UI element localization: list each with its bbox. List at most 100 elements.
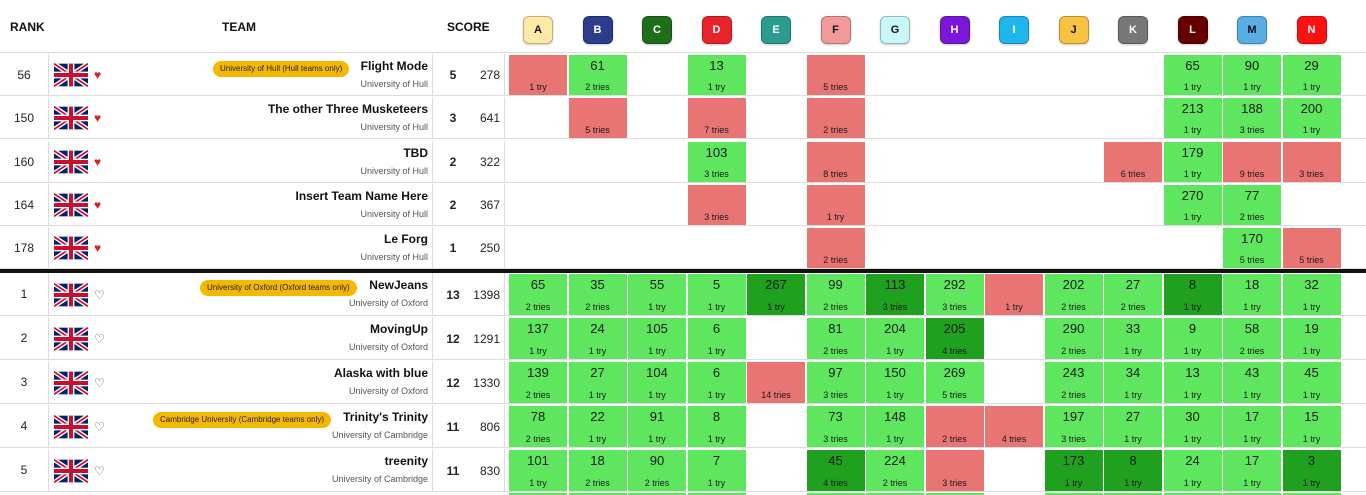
heart-outline-icon[interactable]: ♡ bbox=[94, 419, 105, 434]
problem-cell-k[interactable]: 33 1 try bbox=[1104, 318, 1162, 359]
problem-cell-g[interactable]: 113 3 tries bbox=[866, 274, 924, 315]
problem-cell-k[interactable]: 6 tries bbox=[1104, 142, 1162, 182]
problem-cell-f[interactable]: 97 3 tries bbox=[806, 362, 865, 403]
team-row[interactable]: 160 ♥ TBD University of Hull 2 322 103 3 tries 8… bbox=[0, 141, 1366, 183]
problem-cell-h[interactable]: 3 tries bbox=[925, 450, 984, 491]
problem-badge-i[interactable]: I bbox=[999, 16, 1029, 44]
problem-badge-e[interactable]: E bbox=[761, 16, 791, 44]
group-badge[interactable]: University of Oxford (Oxford teams only) bbox=[200, 280, 357, 296]
problem-cell-a[interactable]: 78 2 tries bbox=[509, 406, 567, 447]
team-row[interactable]: 4 ♡ Trinity's Trinity University of Cambrid… bbox=[0, 405, 1366, 448]
problem-cell-m[interactable]: 17 1 try bbox=[1223, 406, 1281, 447]
problem-cell-f[interactable]: 5 tries bbox=[806, 55, 865, 95]
heart-filled-icon[interactable]: ♥ bbox=[94, 111, 102, 125]
problem-cell-c[interactable]: 105 1 try bbox=[628, 318, 686, 359]
problem-cell-f[interactable]: 99 2 tries bbox=[806, 274, 865, 315]
team-name[interactable]: The other Three Musketeers bbox=[267, 102, 428, 116]
team-name[interactable]: Trinity's Trinity bbox=[343, 410, 428, 424]
problem-cell-g[interactable]: 148 1 try bbox=[866, 406, 924, 447]
problem-cell-a[interactable]: 101 1 try bbox=[509, 450, 567, 491]
problem-cell-b[interactable]: 35 2 tries bbox=[568, 274, 627, 315]
team-row[interactable]: 178 ♥ Le Forg University of Hull 1 250 2 tries… bbox=[0, 227, 1366, 269]
problem-cell-k[interactable]: 27 2 tries bbox=[1104, 274, 1162, 315]
heart-outline-icon[interactable]: ♡ bbox=[94, 463, 105, 478]
problem-badge-l[interactable]: L bbox=[1177, 16, 1208, 44]
problem-cell-m[interactable]: 90 1 try bbox=[1223, 55, 1281, 95]
problem-cell-j[interactable]: 202 2 tries bbox=[1044, 274, 1103, 315]
team-name[interactable]: Flight Mode bbox=[360, 59, 428, 73]
problem-cell-g[interactable]: 150 1 try bbox=[866, 362, 924, 403]
problem-cell-g[interactable]: 224 2 tries bbox=[866, 450, 924, 491]
problem-cell-g[interactable]: 204 1 try bbox=[866, 318, 924, 359]
problem-cell-f[interactable]: 8 tries bbox=[806, 142, 865, 182]
problem-cell-d[interactable]: 13 1 try bbox=[687, 55, 746, 95]
problem-cell-n[interactable]: 32 1 try bbox=[1282, 274, 1341, 315]
team-row[interactable]: 2 ♡ MovingUp University of Oxford 12 1291 137 1… bbox=[0, 317, 1366, 360]
heart-outline-icon[interactable]: ♡ bbox=[94, 287, 105, 302]
problem-cell-m[interactable]: 188 3 tries bbox=[1223, 98, 1281, 138]
team-name[interactable]: treenity bbox=[384, 454, 428, 468]
team-name[interactable]: Le Forg bbox=[384, 232, 428, 246]
problem-cell-m[interactable]: 9 tries bbox=[1223, 142, 1281, 182]
problem-cell-m[interactable]: 77 2 tries bbox=[1223, 185, 1281, 225]
problem-cell-n[interactable]: 3 tries bbox=[1282, 142, 1341, 182]
problem-badge-n[interactable]: N bbox=[1296, 16, 1327, 44]
problem-badge-c[interactable]: C bbox=[642, 16, 672, 44]
heart-outline-icon[interactable]: ♡ bbox=[94, 375, 105, 390]
problem-cell-h[interactable]: 2 tries bbox=[925, 406, 984, 447]
problem-cell-d[interactable]: 3 tries bbox=[687, 185, 746, 225]
problem-cell-f[interactable]: 73 3 tries bbox=[806, 406, 865, 447]
team-row[interactable]: 150 ♥ The other Three Musketeers University… bbox=[0, 97, 1366, 139]
problem-cell-b[interactable]: 24 1 try bbox=[568, 318, 627, 359]
problem-cell-f[interactable]: 2 tries bbox=[806, 228, 865, 268]
problem-cell-i[interactable]: 4 tries bbox=[985, 406, 1043, 447]
problem-cell-m[interactable]: 17 1 try bbox=[1223, 450, 1281, 491]
problem-cell-k[interactable]: 27 1 try bbox=[1104, 406, 1162, 447]
problem-cell-m[interactable]: 170 5 tries bbox=[1223, 228, 1281, 268]
problem-cell-n[interactable]: 45 1 try bbox=[1282, 362, 1341, 403]
heart-filled-icon[interactable]: ♥ bbox=[94, 68, 102, 82]
heart-filled-icon[interactable]: ♥ bbox=[94, 155, 102, 169]
problem-badge-g[interactable]: G bbox=[880, 16, 910, 44]
problem-cell-k[interactable]: 34 1 try bbox=[1104, 362, 1162, 403]
problem-cell-j[interactable]: 197 3 tries bbox=[1044, 406, 1103, 447]
problem-cell-d[interactable]: 6 1 try bbox=[687, 318, 746, 359]
problem-cell-h[interactable]: 205 4 tries bbox=[925, 318, 984, 359]
problem-cell-b[interactable]: 5 tries bbox=[568, 98, 627, 138]
team-row[interactable]: 3 ♡ Alaska with blue University of Oxford 12… bbox=[0, 361, 1366, 404]
problem-cell-m[interactable]: 43 1 try bbox=[1223, 362, 1281, 403]
problem-cell-a[interactable]: 139 2 tries bbox=[509, 362, 567, 403]
problem-cell-l[interactable]: 179 1 try bbox=[1163, 142, 1222, 182]
problem-cell-c[interactable]: 90 2 tries bbox=[628, 450, 686, 491]
problem-cell-l[interactable]: 9 1 try bbox=[1163, 318, 1222, 359]
problem-cell-d[interactable]: 103 3 tries bbox=[687, 142, 746, 182]
problem-cell-l[interactable]: 65 1 try bbox=[1163, 55, 1222, 95]
team-name[interactable]: MovingUp bbox=[370, 322, 428, 336]
problem-cell-l[interactable]: 30 1 try bbox=[1163, 406, 1222, 447]
problem-cell-f[interactable]: 2 tries bbox=[806, 98, 865, 138]
team-name[interactable]: Insert Team Name Here bbox=[295, 189, 428, 203]
team-row[interactable]: 56 ♥ Flight Mode University of Hull Universi… bbox=[0, 54, 1366, 96]
team-name[interactable]: NewJeans bbox=[369, 278, 428, 292]
problem-badge-k[interactable]: K bbox=[1118, 16, 1148, 44]
problem-cell-k[interactable]: 8 1 try bbox=[1104, 450, 1162, 491]
problem-cell-l[interactable]: 24 1 try bbox=[1163, 450, 1222, 491]
problem-cell-f[interactable]: 45 4 tries bbox=[806, 450, 865, 491]
problem-badge-d[interactable]: D bbox=[701, 16, 732, 44]
problem-cell-l[interactable]: 270 1 try bbox=[1163, 185, 1222, 225]
problem-cell-n[interactable]: 200 1 try bbox=[1282, 98, 1341, 138]
problem-cell-d[interactable]: 8 1 try bbox=[687, 406, 746, 447]
problem-badge-m[interactable]: M bbox=[1237, 16, 1267, 44]
problem-cell-a[interactable]: 1 try bbox=[509, 55, 567, 95]
group-badge[interactable]: University of Hull (Hull teams only) bbox=[213, 61, 350, 77]
problem-cell-j[interactable]: 173 1 try bbox=[1044, 450, 1103, 491]
problem-cell-b[interactable]: 27 1 try bbox=[568, 362, 627, 403]
problem-cell-d[interactable]: 7 1 try bbox=[687, 450, 746, 491]
problem-badge-b[interactable]: B bbox=[582, 16, 613, 44]
problem-cell-b[interactable]: 18 2 tries bbox=[568, 450, 627, 491]
problem-cell-n[interactable]: 15 1 try bbox=[1282, 406, 1341, 447]
heart-filled-icon[interactable]: ♥ bbox=[94, 198, 102, 212]
problem-badge-a[interactable]: A bbox=[523, 16, 553, 44]
problem-cell-c[interactable]: 91 1 try bbox=[628, 406, 686, 447]
problem-cell-n[interactable]: 29 1 try bbox=[1282, 55, 1341, 95]
